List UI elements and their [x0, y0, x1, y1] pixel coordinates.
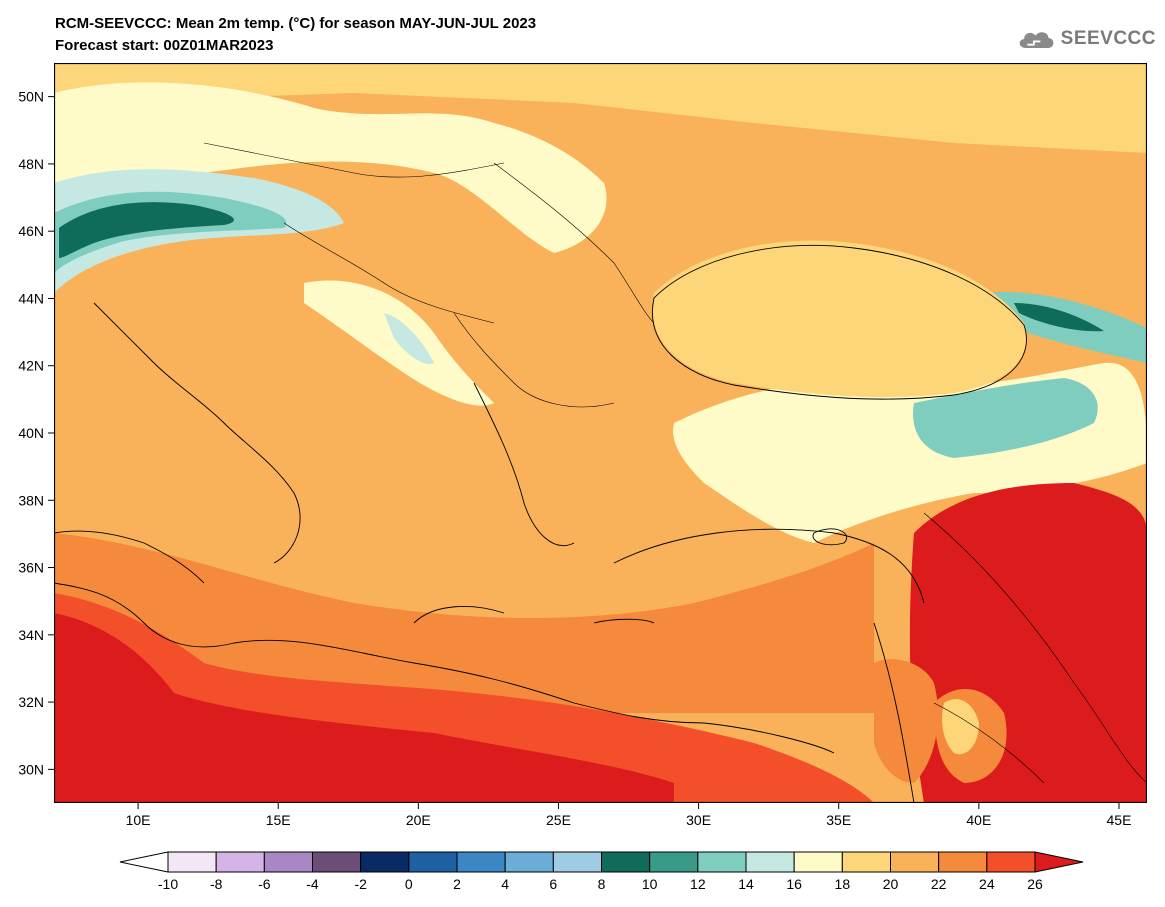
- lat-tick-label: 38N: [18, 492, 44, 508]
- lon-tick-label: 25E: [546, 812, 571, 828]
- temperature-map: [54, 63, 1147, 803]
- coastlines: [54, 245, 1027, 803]
- lat-tick-label: 32N: [18, 694, 44, 710]
- longitude-axis: 10E 15E 20E 25E 30E 35E 40E 45E: [126, 803, 1132, 828]
- lon-tick-label: 35E: [826, 812, 851, 828]
- map-title: RCM-SEEVCCC: Mean 2m temp. (°C) for seas…: [55, 15, 537, 32]
- lon-tick-label: 10E: [126, 812, 151, 828]
- lat-tick-label: 46N: [18, 223, 44, 239]
- lon-tick-label: 45E: [1107, 812, 1132, 828]
- lat-tick-label: 48N: [18, 156, 44, 172]
- latitude-axis: 50N 48N 46N 44N 42N 40N 38N 36N 34N 32N 30N: [18, 89, 54, 777]
- lon-tick-label: 20E: [406, 812, 431, 828]
- lat-tick-label: 34N: [18, 627, 44, 643]
- lon-tick-label: 15E: [266, 812, 291, 828]
- lon-tick-label: 30E: [686, 812, 711, 828]
- cloud-icon: [1019, 32, 1054, 48]
- temperature-field: [54, 63, 1147, 803]
- logo-text: SEEVCCC: [1060, 28, 1156, 49]
- map-frame: [54, 63, 1147, 803]
- lat-tick-label: 42N: [18, 358, 44, 374]
- lat-tick-label: 44N: [18, 290, 44, 306]
- lat-tick-label: 40N: [18, 425, 44, 441]
- forecast-start-label: Forecast start: 00Z01MAR2023: [55, 37, 274, 54]
- lon-tick-label: 40E: [966, 812, 991, 828]
- lat-tick-label: 36N: [18, 560, 44, 576]
- country-borders: [203, 142, 1147, 784]
- lat-tick-label: 30N: [18, 761, 44, 777]
- seevccc-logo: SEEVCCC: [1016, 22, 1156, 56]
- lat-tick-label: 50N: [18, 89, 44, 105]
